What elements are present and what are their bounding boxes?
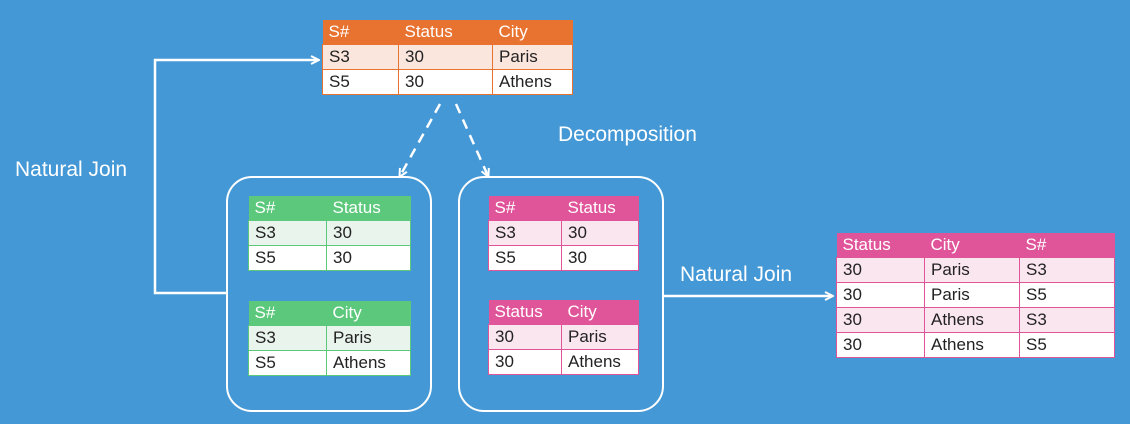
table-row: S3 30 xyxy=(488,220,639,246)
table-cell: 30 xyxy=(326,220,411,246)
natural-join-left-label: Natural Join xyxy=(15,158,128,181)
decomposition-arrow-left xyxy=(400,103,442,176)
table-cell: Paris xyxy=(924,257,1020,283)
column-header: City xyxy=(498,22,528,41)
table-header-row: Status City xyxy=(488,300,639,325)
table-cell: Athens xyxy=(924,332,1020,358)
table-header-row: S# City xyxy=(248,301,411,326)
table-header-row: S# Status xyxy=(248,196,411,221)
table-row: 30 Athens S3 xyxy=(836,307,1115,333)
column-header: S# xyxy=(494,198,516,217)
decomposition-b-frame xyxy=(458,176,664,412)
table-cell: S3 xyxy=(1019,257,1115,283)
table-cell: 30 xyxy=(836,257,925,283)
table-cell: Athens xyxy=(492,69,573,95)
table-cell: Paris xyxy=(326,325,411,351)
projection-b-status-city-table: Status City 30 Paris 30 Athens xyxy=(488,300,639,375)
table-cell: 30 xyxy=(836,282,925,308)
table-row: 30 Paris xyxy=(488,324,639,350)
table-cell: 30 xyxy=(836,307,925,333)
table-cell: Paris xyxy=(924,282,1020,308)
table-row: S3 30 Paris xyxy=(322,44,573,70)
table-cell: 30 xyxy=(561,220,639,246)
projection-sno-status-table: S# Status S3 30 S5 30 xyxy=(248,196,411,271)
table-cell: 30 xyxy=(488,349,562,375)
table-row: S3 Paris xyxy=(248,325,411,351)
table-cell: 30 xyxy=(488,324,562,350)
column-header: City xyxy=(930,235,960,254)
column-header: City xyxy=(567,302,597,321)
table-row: 30 Athens S5 xyxy=(836,332,1115,358)
original-relation-table: S# Status City S3 30 Paris S5 30 Athens xyxy=(322,20,573,95)
decomposition-a-frame xyxy=(226,176,432,412)
table-cell: S3 xyxy=(1019,307,1115,333)
table-cell: Athens xyxy=(924,307,1020,333)
table-cell: S5 xyxy=(248,350,327,376)
decomposition-arrow-right xyxy=(454,103,488,176)
table-cell: S3 xyxy=(248,220,327,246)
projection-b-sno-status-table: S# Status S3 30 S5 30 xyxy=(488,196,639,271)
table-cell: S5 xyxy=(248,245,327,271)
table-cell: Paris xyxy=(561,324,639,350)
join-result-table: Status City S# 30 Paris S3 30 Paris S5 3… xyxy=(836,233,1115,358)
table-cell: S3 xyxy=(322,44,399,70)
table-cell: 30 xyxy=(326,245,411,271)
natural-join-right-label: Natural Join xyxy=(680,263,793,286)
column-header: City xyxy=(332,303,362,322)
table-cell: S5 xyxy=(488,245,562,271)
table-cell: S5 xyxy=(1019,282,1115,308)
table-cell: Athens xyxy=(561,349,639,375)
column-header: Status xyxy=(494,302,543,321)
table-row: S3 30 xyxy=(248,220,411,246)
table-cell: S5 xyxy=(322,69,399,95)
table-cell: 30 xyxy=(561,245,639,271)
decomposition-label: Decomposition xyxy=(558,123,697,146)
table-row: S5 Athens xyxy=(248,350,411,376)
table-header-row: S# Status City xyxy=(322,20,573,45)
table-cell: S3 xyxy=(488,220,562,246)
table-cell: Paris xyxy=(492,44,573,70)
table-row: S5 30 xyxy=(488,245,639,271)
column-header: Status xyxy=(842,235,891,254)
table-row: 30 Paris S3 xyxy=(836,257,1115,283)
table-cell: 30 xyxy=(836,332,925,358)
column-header: S# xyxy=(254,198,276,217)
table-cell: Athens xyxy=(326,350,411,376)
table-cell: S5 xyxy=(1019,332,1115,358)
table-cell: 30 xyxy=(398,44,493,70)
column-header: Status xyxy=(332,198,381,217)
table-header-row: S# Status xyxy=(488,196,639,221)
table-header-row: Status City S# xyxy=(836,233,1115,258)
table-row: S5 30 xyxy=(248,245,411,271)
column-header: S# xyxy=(254,303,276,322)
table-row: 30 Paris S5 xyxy=(836,282,1115,308)
table-row: S5 30 Athens xyxy=(322,69,573,95)
column-header: Status xyxy=(567,198,616,217)
column-header: Status xyxy=(404,22,453,41)
table-cell: 30 xyxy=(398,69,493,95)
column-header: S# xyxy=(328,22,350,41)
natural-join-left-arrow xyxy=(153,60,318,295)
table-cell: S3 xyxy=(248,325,327,351)
projection-sno-city-table: S# City S3 Paris S5 Athens xyxy=(248,301,411,376)
column-header: S# xyxy=(1025,235,1047,254)
table-row: 30 Athens xyxy=(488,349,639,375)
